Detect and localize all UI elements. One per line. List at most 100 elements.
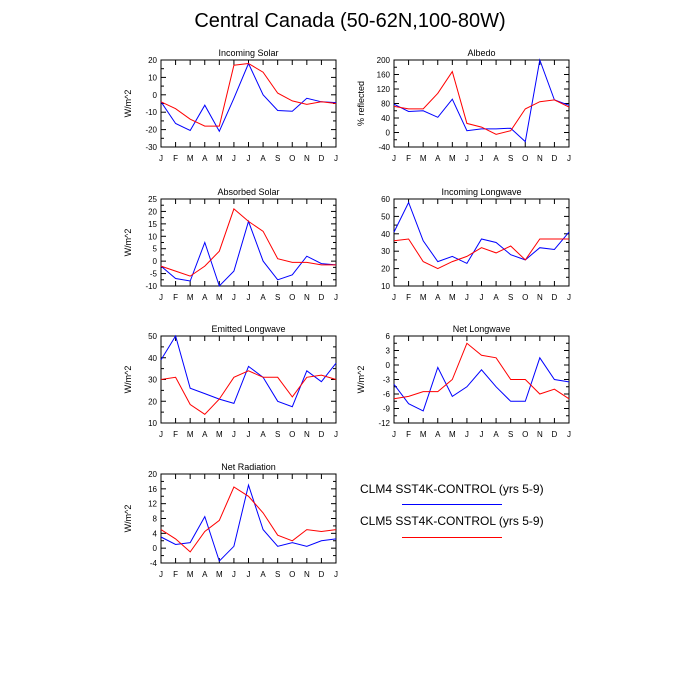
ytick-label-0-5: 20 — [148, 56, 157, 65]
xtick-label-4-8: S — [275, 430, 280, 439]
ytick-label-5-2: -6 — [383, 390, 391, 399]
series-line-4-1 — [160, 370, 337, 415]
xtick-label-4-6: J — [247, 430, 251, 439]
xtick-label-6-3: A — [202, 570, 208, 579]
plot-title-2: Absorbed Solar — [217, 187, 279, 197]
xtick-label-5-3: A — [435, 430, 441, 439]
xtick-label-5-11: D — [552, 430, 558, 439]
xtick-label-1-7: A — [493, 154, 499, 163]
xtick-label-5-10: N — [537, 430, 543, 439]
xtick-label-1-6: J — [480, 154, 484, 163]
ylabel-5: W/m^2 — [356, 366, 366, 394]
xtick-label-0-0: J — [159, 154, 163, 163]
plot-title-3: Incoming Longwave — [441, 187, 521, 197]
xtick-label-6-2: M — [187, 570, 194, 579]
xtick-label-6-8: S — [275, 570, 280, 579]
ylabel-6: W/m^2 — [123, 505, 133, 533]
ytick-label-2-0: -10 — [145, 282, 157, 291]
xtick-label-3-7: A — [493, 293, 499, 302]
xtick-label-0-10: N — [304, 154, 310, 163]
xtick-label-4-5: J — [232, 430, 236, 439]
xtick-label-0-6: J — [247, 154, 251, 163]
xtick-label-4-10: N — [304, 430, 310, 439]
xtick-label-6-9: O — [289, 570, 295, 579]
ytick-label-4-3: 40 — [148, 354, 157, 363]
xtick-label-1-2: M — [420, 154, 427, 163]
series-line-4-0 — [160, 334, 337, 408]
xtick-label-3-8: S — [508, 293, 513, 302]
ytick-label-6-6: 20 — [148, 470, 157, 479]
xtick-label-4-4: M — [216, 430, 223, 439]
xtick-label-2-3: A — [202, 293, 208, 302]
xtick-label-6-6: J — [247, 570, 251, 579]
ytick-label-0-3: 0 — [153, 91, 158, 100]
ytick-label-0-1: -20 — [145, 126, 157, 135]
plot-frame-1 — [393, 59, 570, 148]
ytick-label-1-6: 200 — [377, 56, 391, 65]
plot-title-1: Albedo — [467, 48, 495, 58]
ytick-label-5-1: -9 — [383, 405, 391, 414]
series-line-2-0 — [160, 219, 337, 287]
ytick-label-5-0: -12 — [378, 419, 390, 428]
xtick-label-4-2: M — [187, 430, 194, 439]
ytick-label-5-4: 0 — [386, 361, 391, 370]
xtick-label-3-4: M — [449, 293, 456, 302]
ytick-label-6-0: -4 — [150, 559, 158, 568]
xtick-label-4-1: F — [173, 430, 178, 439]
series-line-2-1 — [160, 208, 336, 277]
xtick-label-3-2: M — [420, 293, 427, 302]
plot-title-6: Net Radiation — [221, 462, 276, 472]
xtick-label-2-1: F — [173, 293, 178, 302]
xtick-label-1-4: M — [449, 154, 456, 163]
xtick-label-0-3: A — [202, 154, 208, 163]
ylabel-1: % reflected — [356, 81, 366, 126]
xtick-label-1-3: A — [435, 154, 441, 163]
xtick-label-2-2: M — [187, 293, 194, 302]
page-title: Central Canada (50-62N,100-80W) — [194, 10, 506, 32]
series-line-5-0 — [393, 356, 570, 412]
xtick-label-0-8: S — [275, 154, 280, 163]
ytick-label-3-3: 40 — [381, 230, 390, 239]
ytick-label-3-4: 50 — [381, 212, 390, 221]
xtick-label-2-6: J — [247, 293, 251, 302]
ytick-label-0-4: 10 — [148, 73, 157, 82]
xtick-label-6-4: M — [216, 570, 223, 579]
ytick-label-4-0: 10 — [148, 419, 157, 428]
ytick-label-2-1: -5 — [150, 270, 158, 279]
xtick-label-3-0: J — [392, 293, 396, 302]
ytick-label-4-2: 30 — [148, 376, 157, 385]
xtick-label-0-11: D — [319, 154, 325, 163]
xtick-label-6-5: J — [232, 570, 236, 579]
xtick-label-0-5: J — [232, 154, 236, 163]
xtick-label-3-12: J — [567, 293, 571, 302]
xtick-label-1-10: N — [537, 154, 543, 163]
plot-title-5: Net Longwave — [453, 324, 511, 334]
legend-label-clm5: CLM5 SST4K-CONTROL (yrs 5-9) — [360, 514, 544, 528]
xtick-label-3-1: F — [406, 293, 411, 302]
xtick-label-5-2: M — [420, 430, 427, 439]
ylabel-2: W/m^2 — [123, 229, 133, 257]
ytick-label-4-4: 50 — [148, 332, 157, 341]
xtick-label-2-10: N — [304, 293, 310, 302]
xtick-label-5-8: S — [508, 430, 513, 439]
xtick-label-1-11: D — [552, 154, 558, 163]
series-line-0-0 — [160, 62, 337, 133]
plot-title-0: Incoming Solar — [218, 48, 278, 58]
xtick-label-2-0: J — [159, 293, 163, 302]
ytick-label-5-3: -3 — [383, 376, 391, 385]
ytick-label-3-2: 30 — [381, 247, 390, 256]
series-line-6-1 — [160, 486, 337, 553]
xtick-label-0-1: F — [173, 154, 178, 163]
ytick-label-1-5: 160 — [377, 71, 391, 80]
ytick-label-0-2: -10 — [145, 108, 157, 117]
xtick-label-5-6: J — [480, 430, 484, 439]
ytick-label-5-6: 6 — [386, 332, 391, 341]
xtick-label-2-5: J — [232, 293, 236, 302]
xtick-label-4-7: A — [260, 430, 266, 439]
xtick-label-0-7: A — [260, 154, 266, 163]
ytick-label-4-1: 20 — [148, 397, 157, 406]
xtick-label-4-3: A — [202, 430, 208, 439]
xtick-label-0-9: O — [289, 154, 295, 163]
xtick-label-2-7: A — [260, 293, 266, 302]
